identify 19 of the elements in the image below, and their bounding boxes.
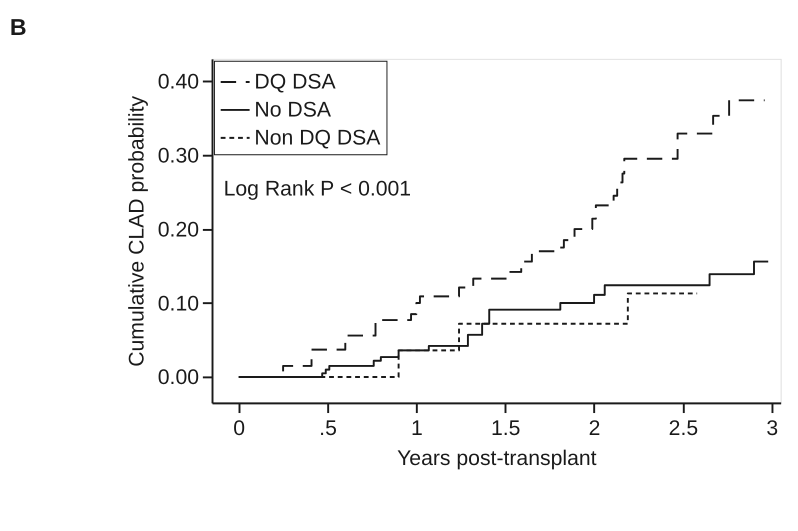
x-tick-label: 1.5 <box>490 417 520 440</box>
y-tick-label: 0.00 <box>158 366 200 390</box>
legend-label: Non DQ DSA <box>254 126 382 150</box>
annotation: Log Rank P < 0.001 <box>224 178 412 201</box>
legend-label: No DSA <box>254 98 332 122</box>
y-tick-label: 0.40 <box>158 70 200 94</box>
y-axis-title: Cumulative CLAD probability <box>125 96 148 367</box>
x-tick-label: 2 <box>588 417 600 440</box>
x-tick-label: 0 <box>233 417 246 440</box>
text: B <box>10 14 27 40</box>
x-tick-label: .5 <box>319 417 337 440</box>
y-tick-label: 0.30 <box>158 144 200 168</box>
x-axis-title: Years post-transplant <box>397 447 597 470</box>
x-tick-label: 2.5 <box>668 417 698 440</box>
y-tick-label: 0.20 <box>158 218 200 242</box>
x-tick-label: 1 <box>410 417 423 440</box>
legend-label: DQ DSA <box>254 70 337 94</box>
y-tick-label: 0.10 <box>158 292 200 316</box>
x-tick-label: 3 <box>766 417 778 440</box>
